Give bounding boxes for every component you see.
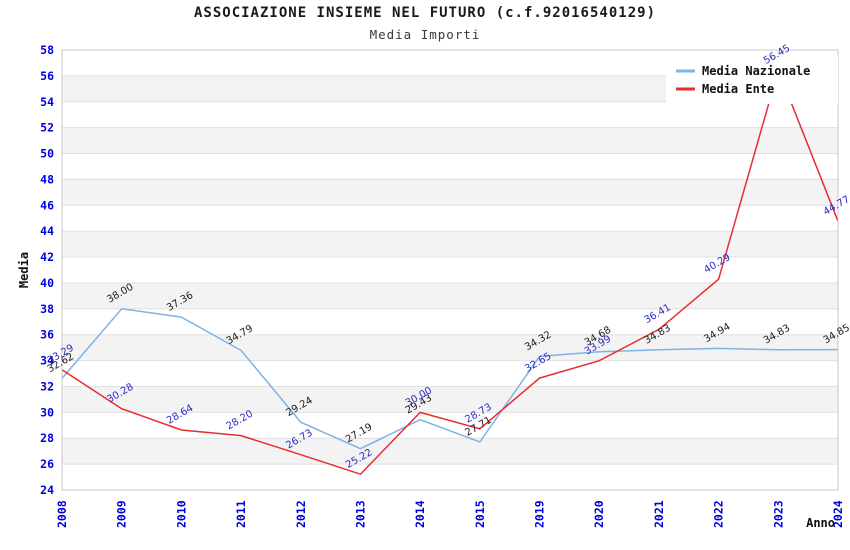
x-tick-label: 2015 (473, 500, 487, 528)
x-tick-label: 2009 (115, 500, 129, 528)
plot-band (62, 334, 838, 361)
axis-ticks: 24 26 28 30 32 34 36 38 40 42 44 46 48 50 52 54 56 58 2008… (40, 43, 845, 528)
y-tick-label: 26 (40, 457, 54, 471)
y-tick-label: 44 (40, 224, 54, 238)
y-tick-label: 36 (40, 328, 54, 342)
plot-band (62, 127, 838, 154)
plot-band (62, 438, 838, 465)
y-tick-label: 24 (40, 483, 54, 497)
x-tick-label: 2022 (712, 500, 726, 528)
y-tick-label: 48 (40, 172, 54, 186)
plot-band (62, 231, 838, 258)
x-tick-label: 2020 (592, 500, 606, 528)
y-tick-label: 46 (40, 198, 54, 212)
y-tick-label: 52 (40, 121, 54, 135)
x-tick-label: 2012 (294, 500, 308, 528)
x-tick-label: 2014 (413, 500, 427, 528)
legend-label-media-nazionale[interactable]: Media Nazionale (702, 64, 810, 78)
x-tick-label: 2023 (771, 500, 785, 528)
legend-label-media-ente[interactable]: Media Ente (702, 82, 774, 96)
chart-title: ASSOCIAZIONE INSIEME NEL FUTURO (c.f.920… (193, 5, 656, 21)
plot-border (61, 49, 839, 491)
legend-background (666, 56, 838, 104)
plot-band (62, 179, 838, 206)
y-tick-label: 42 (40, 250, 54, 264)
y-tick-label: 54 (40, 95, 54, 109)
x-tick-label: 2021 (652, 500, 666, 528)
x-tick-label: 2008 (55, 500, 69, 528)
legend: Media Nazionale Media Ente (666, 56, 838, 104)
plot-band (62, 386, 838, 413)
y-tick-label: 32 (40, 379, 54, 393)
x-tick-label: 2010 (174, 500, 188, 528)
y-tick-label: 34 (40, 354, 54, 368)
y-axis-title: Media (17, 252, 31, 288)
x-tick-label: 2013 (353, 500, 367, 528)
y-tick-label: 56 (40, 69, 54, 83)
series-line-media-nazionale (61, 308, 839, 450)
y-tick-label: 40 (40, 276, 54, 290)
series-line-media-ente (61, 67, 839, 476)
y-tick-label: 58 (40, 43, 54, 57)
x-tick-label: 2024 (831, 500, 845, 528)
y-tick-label: 38 (40, 302, 54, 316)
x-tick-label: 2019 (533, 500, 547, 528)
series-lines (61, 67, 839, 476)
y-tick-label: 50 (40, 147, 54, 161)
x-axis-title: Anno (806, 516, 835, 530)
y-tick-label: 28 (40, 431, 54, 445)
y-tick-label: 30 (40, 405, 54, 419)
chart-subtitle: Media Importi (369, 27, 481, 42)
x-tick-label: 2011 (234, 500, 248, 528)
